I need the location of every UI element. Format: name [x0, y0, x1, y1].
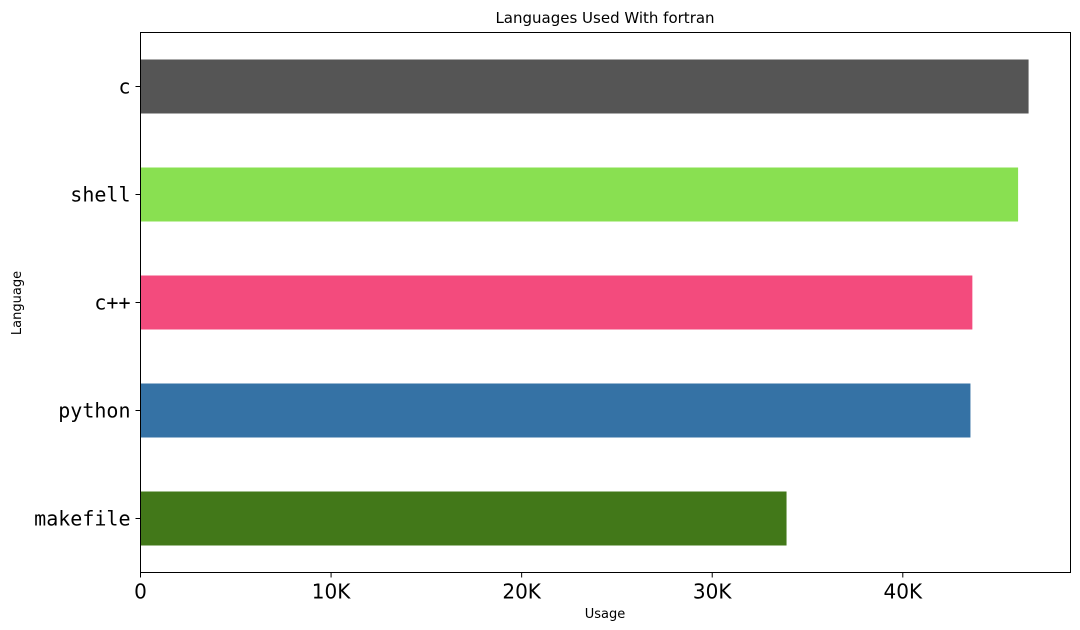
x-tick-label: 40K: [884, 580, 923, 604]
bar-cplusplus: [140, 275, 973, 330]
bars-group: [140, 59, 1029, 546]
y-axis-ticks: c shell c++ python makefile: [34, 75, 141, 531]
bar-shell: [140, 167, 1019, 222]
plot-area-frame: [140, 32, 1071, 573]
bar-c: [140, 59, 1029, 114]
x-axis-label: Usage: [585, 607, 626, 622]
y-tick-label: shell: [70, 183, 130, 207]
bar-makefile: [140, 491, 787, 546]
x-tick-label: 20K: [502, 580, 541, 604]
y-tick-label: c++: [94, 291, 130, 315]
y-axis-label: Language: [10, 271, 25, 335]
y-tick-label: c: [118, 75, 130, 99]
x-tick-label: 0: [134, 580, 147, 604]
bar-python: [140, 383, 971, 438]
x-tick-label: 10K: [312, 580, 351, 604]
y-tick-label: python: [58, 399, 130, 423]
y-tick-label: makefile: [34, 507, 130, 531]
x-axis-ticks: 0 10K 20K 30K 40K: [134, 572, 923, 604]
x-tick-label: 30K: [693, 580, 732, 604]
chart-title: Languages Used With fortran: [495, 9, 714, 27]
